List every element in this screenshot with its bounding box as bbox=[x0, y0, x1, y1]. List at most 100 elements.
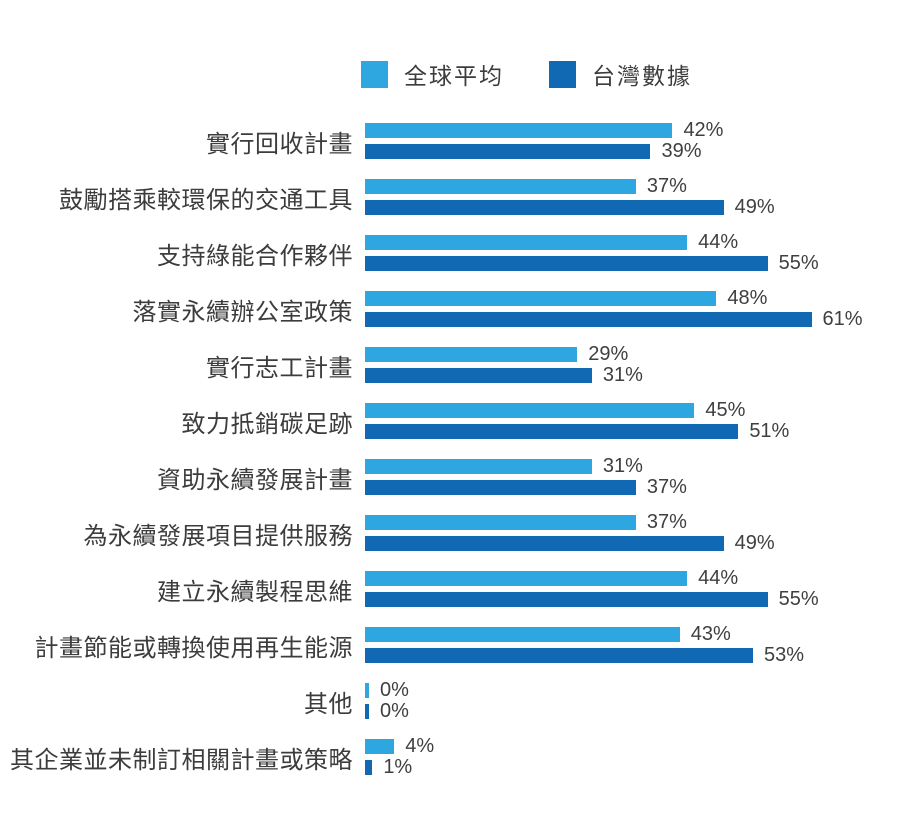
legend-item-global-average: 全球平均 bbox=[361, 57, 504, 91]
chart-legend: 全球平均 台灣數據 bbox=[361, 57, 692, 91]
value-label-taiwan-data: 53% bbox=[763, 644, 804, 666]
bar-taiwan-data bbox=[365, 144, 651, 159]
bar-taiwan-data bbox=[365, 424, 739, 439]
category-label: 致力抵銷碳足跡 bbox=[181, 410, 353, 438]
bar-group: 4% 1% bbox=[365, 735, 434, 778]
bar-group: 42% 39% bbox=[365, 119, 723, 162]
chart-row: 落實永續辦公室政策 48% 61% bbox=[0, 287, 900, 330]
bar-line-taiwan-data: 1% bbox=[365, 756, 434, 778]
chart-rows: 實行回收計畫 42% 39% 鼓勵搭乘較環保的交通工具 37% 49% 支持綠能合作夥伴 44… bbox=[0, 119, 900, 795]
bar-line-global-average: 44% bbox=[365, 231, 819, 253]
value-label-taiwan-data: 55% bbox=[778, 588, 819, 610]
bar-group: 44% 55% bbox=[365, 567, 819, 610]
value-label-global-average: 4% bbox=[405, 735, 435, 757]
bar-group: 37% 49% bbox=[365, 175, 775, 218]
value-label-global-average: 48% bbox=[727, 287, 768, 309]
value-label-global-average: 31% bbox=[602, 455, 643, 477]
category-label: 鼓勵搭乘較環保的交通工具 bbox=[59, 186, 353, 214]
bar-global-average bbox=[365, 683, 369, 698]
value-label-taiwan-data: 39% bbox=[661, 140, 702, 162]
legend-label-taiwan-data: 台灣數據 bbox=[592, 63, 692, 89]
category-label: 其他 bbox=[304, 690, 353, 718]
bar-global-average bbox=[365, 739, 395, 754]
value-label-taiwan-data: 51% bbox=[749, 420, 790, 442]
value-label-taiwan-data: 55% bbox=[778, 252, 819, 274]
value-label-taiwan-data: 61% bbox=[822, 308, 863, 330]
bar-taiwan-data bbox=[365, 256, 768, 271]
bar-taiwan-data bbox=[365, 536, 724, 551]
bar-line-taiwan-data: 31% bbox=[365, 364, 643, 386]
bar-taiwan-data bbox=[365, 648, 753, 663]
bar-global-average bbox=[365, 179, 636, 194]
chart-row: 支持綠能合作夥伴 44% 55% bbox=[0, 231, 900, 274]
bar-group: 37% 49% bbox=[365, 511, 775, 554]
legend-label-global-average: 全球平均 bbox=[404, 63, 504, 89]
value-label-global-average: 42% bbox=[683, 119, 724, 141]
category-label: 落實永續辦公室政策 bbox=[132, 298, 353, 326]
value-label-taiwan-data: 37% bbox=[646, 476, 687, 498]
chart-row: 計畫節能或轉換使用再生能源 43% 53% bbox=[0, 623, 900, 666]
value-label-taiwan-data: 1% bbox=[383, 756, 413, 778]
bar-line-taiwan-data: 39% bbox=[365, 140, 723, 162]
bar-taiwan-data bbox=[365, 704, 369, 719]
bar-taiwan-data bbox=[365, 480, 636, 495]
chart-row: 實行志工計畫 29% 31% bbox=[0, 343, 900, 386]
chart-row: 建立永續製程思維 44% 55% bbox=[0, 567, 900, 610]
bar-line-global-average: 48% bbox=[365, 287, 863, 309]
value-label-global-average: 44% bbox=[698, 567, 739, 589]
bar-taiwan-data bbox=[365, 760, 373, 775]
bar-line-taiwan-data: 61% bbox=[365, 308, 863, 330]
bar-line-taiwan-data: 49% bbox=[365, 196, 775, 218]
bar-global-average bbox=[365, 291, 717, 306]
bar-group: 48% 61% bbox=[365, 287, 863, 330]
bar-group: 0% 0% bbox=[365, 679, 409, 722]
chart-row: 實行回收計畫 42% 39% bbox=[0, 119, 900, 162]
category-label: 實行志工計畫 bbox=[206, 354, 353, 382]
bar-taiwan-data bbox=[365, 312, 812, 327]
bar-global-average bbox=[365, 627, 680, 642]
bar-group: 44% 55% bbox=[365, 231, 819, 274]
bar-global-average bbox=[365, 403, 695, 418]
bar-line-global-average: 43% bbox=[365, 623, 804, 645]
legend-swatch-global-average bbox=[361, 60, 388, 88]
bar-line-global-average: 29% bbox=[365, 343, 643, 365]
value-label-global-average: 29% bbox=[588, 343, 629, 365]
category-label: 實行回收計畫 bbox=[206, 130, 353, 158]
bar-line-taiwan-data: 0% bbox=[365, 700, 409, 722]
category-label: 資助永續發展計畫 bbox=[157, 466, 353, 494]
category-label: 其企業並未制訂相關計畫或策略 bbox=[10, 746, 353, 774]
bar-line-taiwan-data: 51% bbox=[365, 420, 789, 442]
bar-taiwan-data bbox=[365, 368, 592, 383]
value-label-global-average: 37% bbox=[646, 511, 687, 533]
category-label: 建立永續製程思維 bbox=[157, 578, 353, 606]
value-label-global-average: 37% bbox=[646, 175, 687, 197]
bar-line-taiwan-data: 53% bbox=[365, 644, 804, 666]
chart-row: 致力抵銷碳足跡 45% 51% bbox=[0, 399, 900, 442]
bar-line-global-average: 44% bbox=[365, 567, 819, 589]
bar-line-global-average: 4% bbox=[365, 735, 434, 757]
bar-line-taiwan-data: 55% bbox=[365, 252, 819, 274]
bar-group: 43% 53% bbox=[365, 623, 804, 666]
value-label-taiwan-data: 49% bbox=[734, 532, 775, 554]
bar-global-average bbox=[365, 459, 592, 474]
chart-row: 資助永續發展計畫 31% 37% bbox=[0, 455, 900, 498]
category-label: 為永續發展項目提供服務 bbox=[83, 522, 353, 550]
bar-global-average bbox=[365, 235, 688, 250]
bar-group: 45% 51% bbox=[365, 399, 789, 442]
chart-row: 鼓勵搭乘較環保的交通工具 37% 49% bbox=[0, 175, 900, 218]
bar-line-global-average: 0% bbox=[365, 679, 409, 701]
legend-swatch-taiwan-data bbox=[549, 60, 576, 88]
value-label-global-average: 44% bbox=[698, 231, 739, 253]
value-label-global-average: 0% bbox=[380, 679, 409, 701]
bar-line-taiwan-data: 55% bbox=[365, 588, 819, 610]
value-label-global-average: 43% bbox=[690, 623, 731, 645]
bar-line-global-average: 37% bbox=[365, 175, 775, 197]
bar-global-average bbox=[365, 515, 636, 530]
legend-item-taiwan-data: 台灣數據 bbox=[549, 57, 692, 91]
value-label-taiwan-data: 31% bbox=[602, 364, 643, 386]
value-label-taiwan-data: 0% bbox=[380, 700, 409, 722]
bar-group: 29% 31% bbox=[365, 343, 643, 386]
bar-line-taiwan-data: 49% bbox=[365, 532, 775, 554]
bar-line-global-average: 42% bbox=[365, 119, 723, 141]
